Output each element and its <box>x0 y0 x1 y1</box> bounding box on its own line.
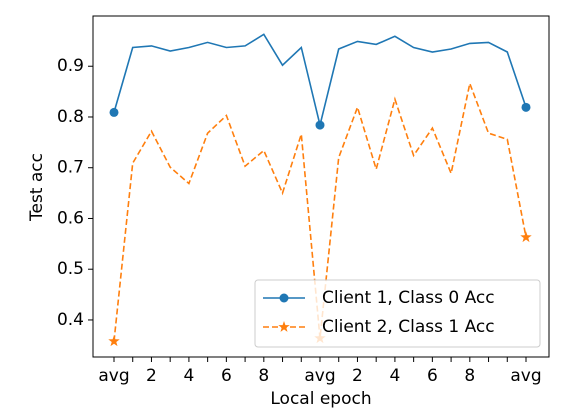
x-tick-label: avg <box>304 366 335 386</box>
legend-box <box>254 279 541 348</box>
x-tick-label: 4 <box>389 366 400 386</box>
x-tick-label: 8 <box>464 366 475 386</box>
legend-marker <box>278 321 290 332</box>
x-tick-label: 6 <box>221 366 232 386</box>
x-tick-label: avg <box>98 366 129 386</box>
y-tick-label: 0.4 <box>57 310 84 330</box>
plot-area <box>92 15 550 358</box>
x-tick-label: 2 <box>352 366 363 386</box>
legend-label: Client 1, Class 0 Acc <box>322 288 495 308</box>
x-tick-label: avg <box>510 366 541 386</box>
data-point <box>109 107 119 117</box>
data-point <box>520 231 532 243</box>
y-tick-label: 0.6 <box>57 208 84 228</box>
y-tick-label: 0.7 <box>57 158 84 178</box>
x-tick-label: 8 <box>258 366 269 386</box>
x-tick-label: 2 <box>146 366 157 386</box>
y-axis-label: Test acc <box>27 153 47 222</box>
y-tick-label: 0.9 <box>57 56 84 76</box>
data-point <box>315 120 325 130</box>
legend-marker <box>279 293 289 303</box>
x-tick-label: 4 <box>183 366 194 386</box>
x-tick-label: 6 <box>427 366 438 386</box>
y-tick-label: 0.8 <box>57 107 84 127</box>
series-line <box>113 33 527 126</box>
data-point <box>108 335 120 347</box>
legend-label: Client 2, Class 1 Acc <box>322 317 495 337</box>
x-axis-label: Local epoch <box>270 389 371 409</box>
data-point <box>521 102 531 112</box>
y-tick-label: 0.5 <box>57 259 84 279</box>
legend: Client 1, Class 0 Acc Client 2, Class 1 A… <box>254 279 541 348</box>
